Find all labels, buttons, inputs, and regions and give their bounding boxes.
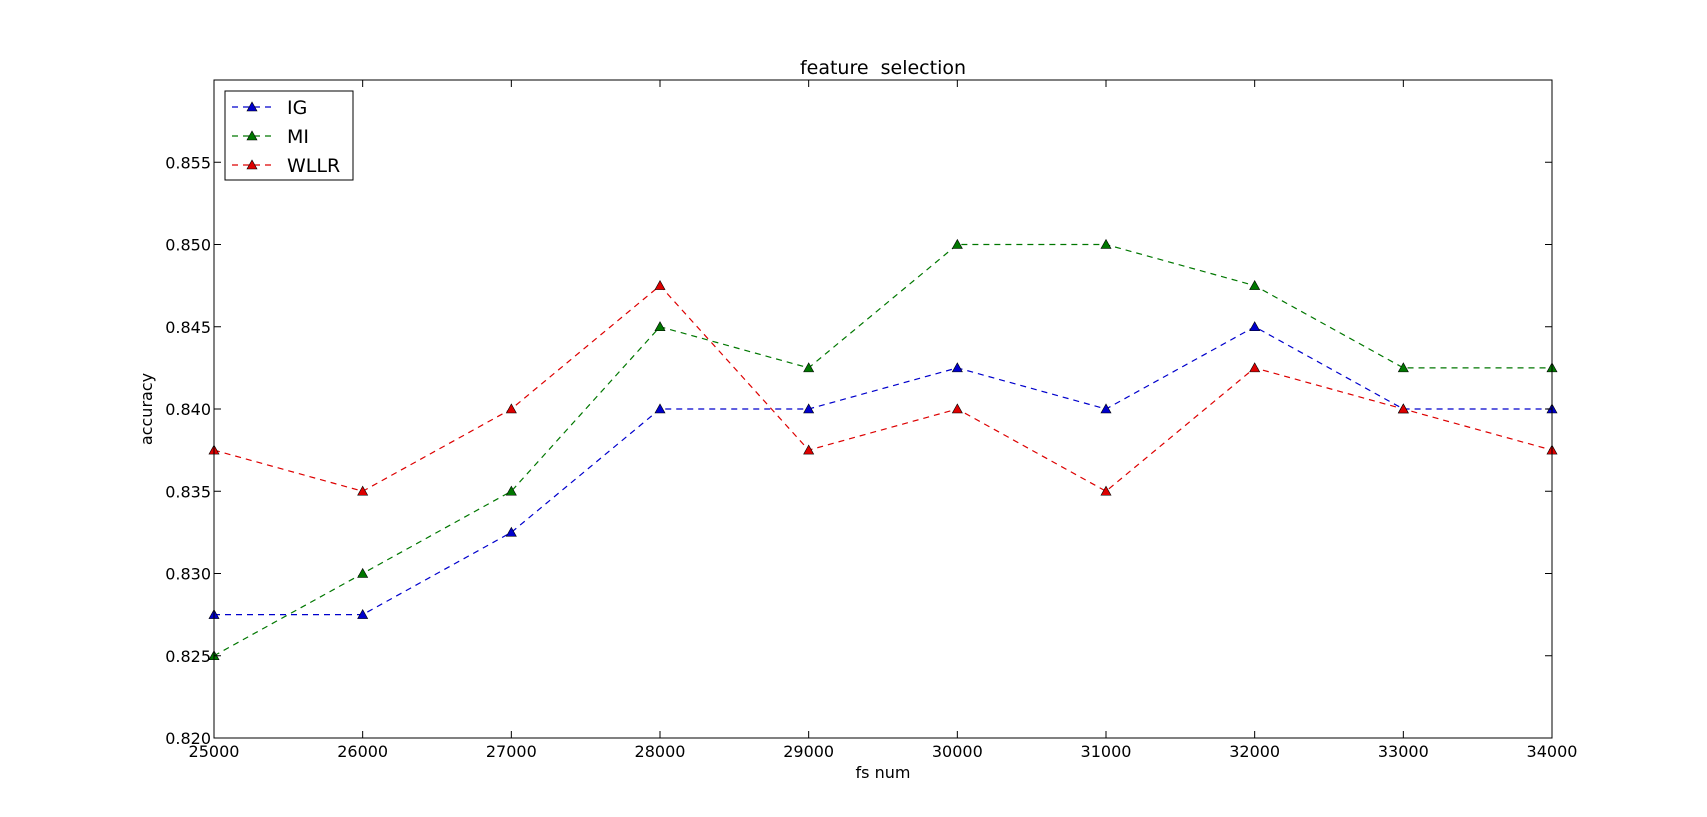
- y-tick-label: 0.850: [165, 236, 211, 255]
- legend-label-mi: MI: [287, 126, 309, 148]
- data-point-ig: [951, 362, 963, 373]
- x-tick-label: 34000: [1527, 742, 1578, 761]
- data-point-ig: [803, 403, 815, 414]
- legend-label-wllr: WLLR: [287, 155, 340, 177]
- data-point-mi: [803, 362, 815, 373]
- x-tick-label: 26000: [337, 742, 388, 761]
- data-point-mi: [505, 485, 517, 496]
- series-line-ig: [214, 326, 1552, 616]
- data-point-wllr: [1397, 403, 1409, 414]
- legend-label-ig: IG: [287, 97, 307, 119]
- x-tick-label: 32000: [1229, 742, 1280, 761]
- data-point-wllr: [1249, 362, 1261, 373]
- x-tick-label: 30000: [932, 742, 983, 761]
- y-tick-label: 0.835: [165, 482, 211, 501]
- x-tick-label: 33000: [1378, 742, 1429, 761]
- data-point-mi: [1249, 280, 1261, 290]
- x-tick-label: 28000: [635, 742, 686, 761]
- chart-title: feature selection: [800, 57, 966, 79]
- series-line-wllr: [213, 284, 1553, 492]
- data-point-wllr: [357, 485, 369, 496]
- data-point-wllr: [951, 403, 963, 414]
- legend: IG MI WLLR: [224, 90, 354, 181]
- x-tick-label: 27000: [486, 742, 537, 761]
- data-point-mi: [951, 238, 963, 249]
- x-tick-label: 31000: [1081, 742, 1132, 761]
- series-layer: [208, 238, 1558, 661]
- data-point-mi: [357, 567, 369, 578]
- data-point-ig: [1249, 321, 1261, 332]
- data-point-mi: [654, 321, 666, 332]
- data-point-wllr: [1100, 485, 1112, 496]
- data-point-ig: [505, 526, 517, 537]
- data-point-wllr: [803, 444, 815, 455]
- data-point-mi: [1100, 238, 1112, 249]
- plot-frame: [213, 79, 1553, 739]
- y-tick-label: 0.830: [165, 565, 211, 584]
- data-point-wllr: [654, 280, 666, 290]
- y-tick-label: 0.840: [165, 400, 211, 419]
- data-point-wllr: [505, 403, 517, 414]
- y-tick-label: 0.855: [165, 153, 211, 172]
- series-line-mi: [213, 243, 1552, 657]
- ticks-layer: 25000 26000 27000 28000 29000 30000 31000 32000…: [165, 80, 1577, 761]
- y-tick-label: 0.820: [165, 729, 211, 748]
- x-axis-label: fs num: [856, 763, 911, 782]
- legend-marker-ig: [246, 101, 258, 112]
- data-point-ig: [654, 403, 666, 414]
- legend-marker-wllr: [246, 159, 258, 170]
- y-tick-label: 0.845: [165, 318, 211, 337]
- data-point-mi: [1397, 362, 1409, 373]
- x-tick-label: 25000: [189, 742, 240, 761]
- y-axis-label: accuracy: [137, 373, 156, 445]
- x-tick-label: 29000: [783, 742, 834, 761]
- data-point-ig: [1100, 403, 1112, 414]
- legend-entries: IG MI WLLR: [232, 97, 340, 177]
- y-tick-label: 0.825: [165, 647, 211, 666]
- data-point-ig: [357, 609, 369, 619]
- legend-marker-mi: [246, 130, 258, 141]
